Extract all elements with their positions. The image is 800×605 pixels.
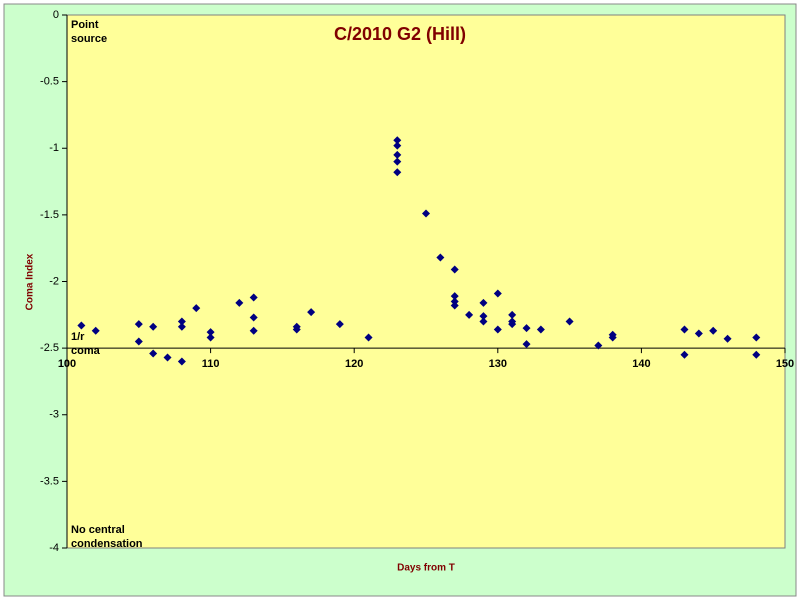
annotation: source <box>71 33 107 45</box>
y-tick-label: -0.5 <box>40 76 59 88</box>
point <box>249 313 258 322</box>
chart-title: C/2010 G2 (Hill) <box>334 24 466 44</box>
point <box>565 317 574 326</box>
point <box>465 310 474 319</box>
point <box>608 333 617 342</box>
annotation: coma <box>71 345 101 357</box>
y-tick-label: -3 <box>49 409 59 421</box>
point <box>493 289 502 298</box>
point <box>680 350 689 359</box>
point <box>206 333 215 342</box>
y-tick-label: -1.5 <box>40 209 59 221</box>
point <box>393 168 402 177</box>
point <box>594 341 603 350</box>
point <box>163 353 172 362</box>
point <box>752 333 761 342</box>
point <box>177 322 186 331</box>
y-tick-label: -1 <box>49 142 59 154</box>
point <box>393 157 402 166</box>
y-tick-label: -3.5 <box>40 475 59 487</box>
point <box>134 320 143 329</box>
point <box>393 136 402 145</box>
point <box>479 317 488 326</box>
point <box>249 293 258 302</box>
x-tick-label: 150 <box>776 358 794 370</box>
point <box>364 333 373 342</box>
y-tick-label: 0 <box>53 9 59 21</box>
point <box>450 265 459 274</box>
point <box>508 310 517 319</box>
point <box>709 326 718 335</box>
point <box>522 340 531 349</box>
point <box>436 253 445 262</box>
point <box>422 209 430 218</box>
point <box>393 141 402 150</box>
point <box>450 301 459 310</box>
point <box>694 329 703 338</box>
x-tick-label: 110 <box>202 358 220 370</box>
point <box>77 321 86 330</box>
point <box>149 322 158 331</box>
point <box>680 325 689 334</box>
point <box>522 324 531 333</box>
point <box>508 320 517 329</box>
y-tick-label: -2 <box>49 275 59 287</box>
point <box>91 326 100 335</box>
point <box>723 334 732 343</box>
point <box>479 298 488 307</box>
plot-area <box>66 14 786 549</box>
point <box>335 320 344 329</box>
x-axis-label: Days from T <box>397 563 455 574</box>
point <box>149 349 158 358</box>
point <box>235 298 244 307</box>
point <box>393 150 402 159</box>
x-tick-label: 130 <box>489 358 507 370</box>
annotation: condensation <box>71 538 143 550</box>
x-tick-label: 120 <box>345 358 363 370</box>
point <box>752 350 761 359</box>
point <box>450 292 459 301</box>
point <box>134 337 143 346</box>
y-tick-label: -2.5 <box>40 342 59 354</box>
point <box>177 317 186 326</box>
annotation: 1/r <box>71 331 85 343</box>
point <box>292 325 301 334</box>
point <box>206 328 215 337</box>
point <box>536 325 545 334</box>
point <box>177 357 186 366</box>
point <box>192 304 201 313</box>
point <box>249 326 258 335</box>
y-tick-label: -4 <box>49 542 59 554</box>
point <box>479 312 488 321</box>
point <box>307 308 316 317</box>
y-axis-label: Coma Index <box>25 253 36 310</box>
x-tick-label: 100 <box>58 358 76 370</box>
x-tick-label: 140 <box>632 358 650 370</box>
annotation: Point <box>71 19 99 31</box>
annotation: No central <box>71 524 125 536</box>
point <box>493 325 502 334</box>
